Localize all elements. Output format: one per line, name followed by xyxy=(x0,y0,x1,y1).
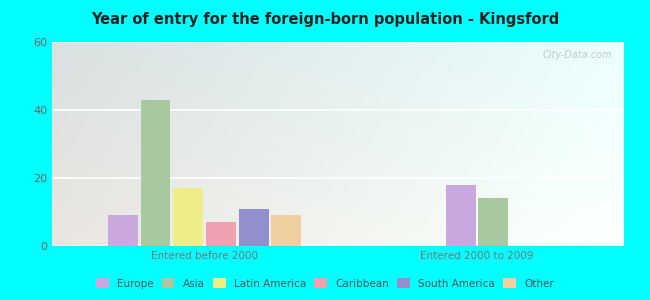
Text: City-Data.com: City-Data.com xyxy=(543,50,612,60)
Bar xyxy=(446,185,476,246)
Bar xyxy=(173,188,203,246)
Legend: Europe, Asia, Latin America, Caribbean, South America, Other: Europe, Asia, Latin America, Caribbean, … xyxy=(93,275,557,292)
Bar xyxy=(478,198,508,246)
Text: Year of entry for the foreign-born population - Kingsford: Year of entry for the foreign-born popul… xyxy=(91,12,559,27)
Bar xyxy=(206,222,236,246)
Bar xyxy=(239,208,268,246)
Bar xyxy=(140,100,170,246)
Bar xyxy=(271,215,301,246)
Bar xyxy=(108,215,138,246)
